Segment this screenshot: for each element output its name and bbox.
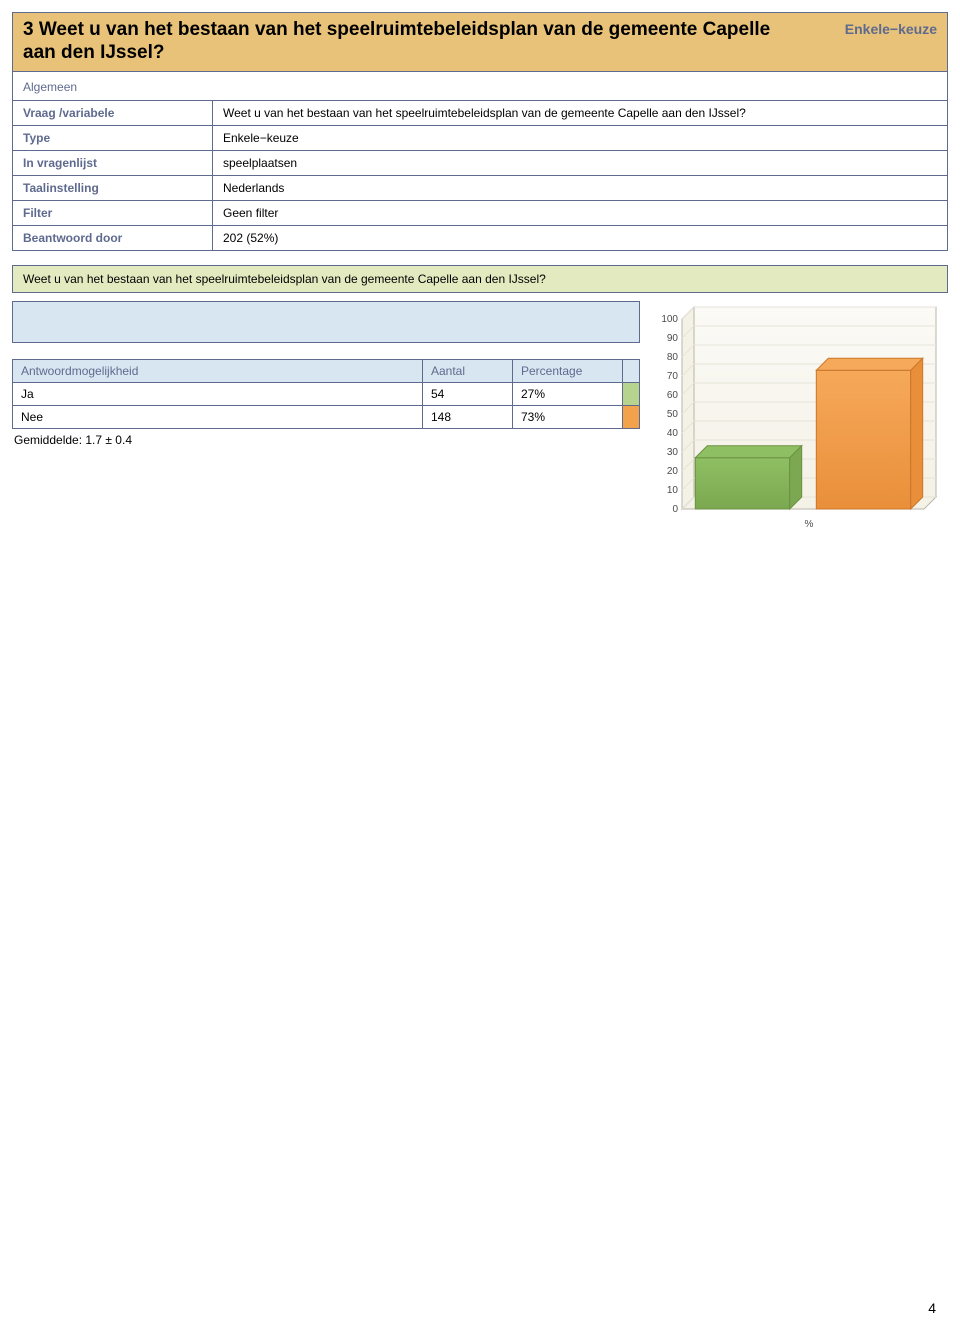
question-header: 3 Weet u van het bestaan van het speelru… bbox=[12, 12, 948, 72]
question-subheader: Weet u van het bestaan van het speelruim… bbox=[12, 265, 948, 293]
metadata-value: Geen filter bbox=[213, 200, 948, 225]
metadata-table: Vraag /variabeleWeet u van het bestaan v… bbox=[12, 100, 948, 251]
answers-cell: 73% bbox=[513, 405, 623, 428]
metadata-value: Enkele−keuze bbox=[213, 125, 948, 150]
answers-column-header: Aantal bbox=[423, 359, 513, 382]
metadata-value: Nederlands bbox=[213, 175, 948, 200]
bar-chart-svg: 0 10 20 30 40 50 60 70 80 90 100% bbox=[648, 301, 948, 531]
metadata-row: In vragenlijstspeelplaatsen bbox=[13, 150, 948, 175]
answers-swatch-header bbox=[623, 359, 640, 382]
answers-row: Ja5427% bbox=[13, 382, 640, 405]
section-general-label: Algemeen bbox=[12, 72, 948, 100]
question-type-badge: Enkele−keuze bbox=[845, 19, 937, 37]
svg-text:50: 50 bbox=[667, 409, 679, 420]
bar-chart: 0 10 20 30 40 50 60 70 80 90 100% bbox=[648, 301, 948, 534]
content-spacer bbox=[12, 301, 640, 343]
metadata-row: TaalinstellingNederlands bbox=[13, 175, 948, 200]
page-number: 4 bbox=[928, 1300, 936, 1316]
answers-column-header: Antwoordmogelijkheid bbox=[13, 359, 423, 382]
answers-cell: 54 bbox=[423, 382, 513, 405]
metadata-row: FilterGeen filter bbox=[13, 200, 948, 225]
metadata-key: Taalinstelling bbox=[13, 175, 213, 200]
metadata-key: Beantwoord door bbox=[13, 225, 213, 250]
metadata-key: Filter bbox=[13, 200, 213, 225]
svg-text:90: 90 bbox=[667, 333, 679, 344]
metadata-row: Vraag /variabeleWeet u van het bestaan v… bbox=[13, 100, 948, 125]
answers-table: AntwoordmogelijkheidAantalPercentage Ja5… bbox=[12, 359, 640, 429]
answers-cell: Ja bbox=[13, 382, 423, 405]
svg-text:70: 70 bbox=[667, 371, 679, 382]
svg-text:80: 80 bbox=[667, 352, 679, 363]
svg-text:0: 0 bbox=[672, 504, 678, 515]
metadata-row: Beantwoord door202 (52%) bbox=[13, 225, 948, 250]
metadata-row: TypeEnkele−keuze bbox=[13, 125, 948, 150]
metadata-key: Vraag /variabele bbox=[13, 100, 213, 125]
answers-swatch bbox=[623, 405, 640, 428]
svg-text:10: 10 bbox=[667, 485, 679, 496]
svg-text:60: 60 bbox=[667, 390, 679, 401]
svg-text:100: 100 bbox=[661, 314, 678, 325]
svg-text:40: 40 bbox=[667, 428, 679, 439]
metadata-key: In vragenlijst bbox=[13, 150, 213, 175]
answers-cell: 27% bbox=[513, 382, 623, 405]
metadata-value: Weet u van het bestaan van het speelruim… bbox=[213, 100, 948, 125]
answers-swatch bbox=[623, 382, 640, 405]
metadata-value: speelplaatsen bbox=[213, 150, 948, 175]
svg-text:%: % bbox=[805, 519, 814, 530]
svg-text:30: 30 bbox=[667, 447, 679, 458]
question-title: 3 Weet u van het bestaan van het speelru… bbox=[23, 19, 803, 65]
metadata-key: Type bbox=[13, 125, 213, 150]
answers-cell: 148 bbox=[423, 405, 513, 428]
metadata-value: 202 (52%) bbox=[213, 225, 948, 250]
svg-text:20: 20 bbox=[667, 466, 679, 477]
answers-column-header: Percentage bbox=[513, 359, 623, 382]
answers-cell: Nee bbox=[13, 405, 423, 428]
answers-row: Nee14873% bbox=[13, 405, 640, 428]
average-label: Gemiddelde: 1.7 ± 0.4 bbox=[12, 429, 640, 451]
